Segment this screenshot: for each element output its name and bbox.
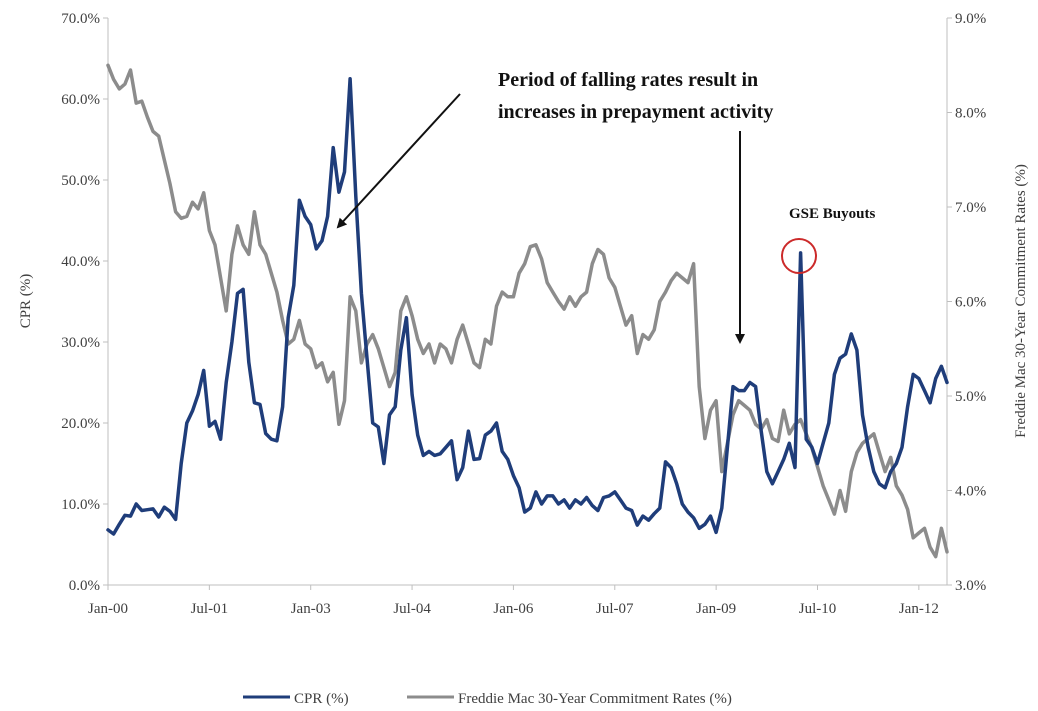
right-tick-label: 4.0%: [955, 484, 986, 500]
x-tick-label: Jan-03: [291, 601, 331, 617]
right-axis-ticks: 3.0% 4.0% 5.0% 6.0% 7.0% 8.0% 9.0%: [947, 11, 986, 594]
left-tick-label: 70.0%: [61, 11, 100, 27]
legend-label-freddie: Freddie Mac 30-Year Commitment Rates (%): [458, 691, 732, 707]
right-axis-title: Freddie Mac 30-Year Commitment Rates (%): [1013, 164, 1029, 438]
right-tick-label: 3.0%: [955, 578, 986, 594]
arrow-falling-rates-left: [336, 93, 461, 229]
legend: CPR (%) Freddie Mac 30-Year Commitment R…: [243, 691, 732, 707]
x-tick-label: Jul-10: [799, 601, 837, 617]
left-tick-label: 50.0%: [61, 173, 100, 189]
x-axis: Jan-00 Jul-01 Jan-03 Jul-04 Jan-06 Jul-07 Jan-…: [88, 584, 947, 617]
left-axis-title: CPR (%): [18, 274, 34, 329]
left-axis-ticks: 0.0% 10.0% 20.0% 30.0% 40.0% 50.0% 60.0% 70.0%: [61, 11, 108, 594]
left-tick-label: 10.0%: [61, 497, 100, 513]
series-layer: [106, 63, 949, 559]
x-tick-label: Jan-00: [88, 601, 128, 617]
x-tick-label: Jan-12: [899, 601, 939, 617]
left-tick-label: 0.0%: [69, 578, 100, 594]
right-tick-label: 9.0%: [955, 11, 986, 27]
left-axis: 0.0% 10.0% 20.0% 30.0% 40.0% 50.0% 60.0% 70.0%: [61, 11, 109, 594]
annotation-falling-rates-line2: increases in prepayment activity: [498, 101, 773, 123]
x-tick-label: Jan-06: [493, 601, 533, 617]
left-tick-label: 20.0%: [61, 416, 100, 432]
right-tick-label: 7.0%: [955, 200, 986, 216]
right-tick-label: 6.0%: [955, 295, 986, 311]
gse-buyouts-circle: [781, 238, 817, 274]
right-axis: 3.0% 4.0% 5.0% 6.0% 7.0% 8.0% 9.0%: [946, 11, 986, 594]
series-line-cpr: [106, 77, 949, 536]
left-tick-label: 30.0%: [61, 335, 100, 351]
x-tick-label: Jul-07: [596, 601, 634, 617]
annotation-gse-buyouts: GSE Buyouts: [789, 206, 875, 222]
x-tick-label: Jul-04: [393, 601, 431, 617]
annotation-falling-rates-line1: Period of falling rates result in: [498, 69, 758, 91]
right-tick-label: 5.0%: [955, 389, 986, 405]
x-tick-label: Jul-01: [191, 601, 229, 617]
x-axis-ticks: Jan-00 Jul-01 Jan-03 Jul-04 Jan-06 Jul-07 Jan-…: [88, 585, 939, 617]
right-tick-label: 8.0%: [955, 106, 986, 122]
left-tick-label: 60.0%: [61, 92, 100, 108]
left-tick-label: 40.0%: [61, 254, 100, 270]
x-tick-label: Jan-09: [696, 601, 736, 617]
legend-label-cpr: CPR (%): [294, 691, 349, 707]
